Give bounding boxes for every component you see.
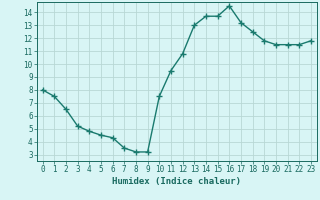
X-axis label: Humidex (Indice chaleur): Humidex (Indice chaleur) <box>112 177 241 186</box>
